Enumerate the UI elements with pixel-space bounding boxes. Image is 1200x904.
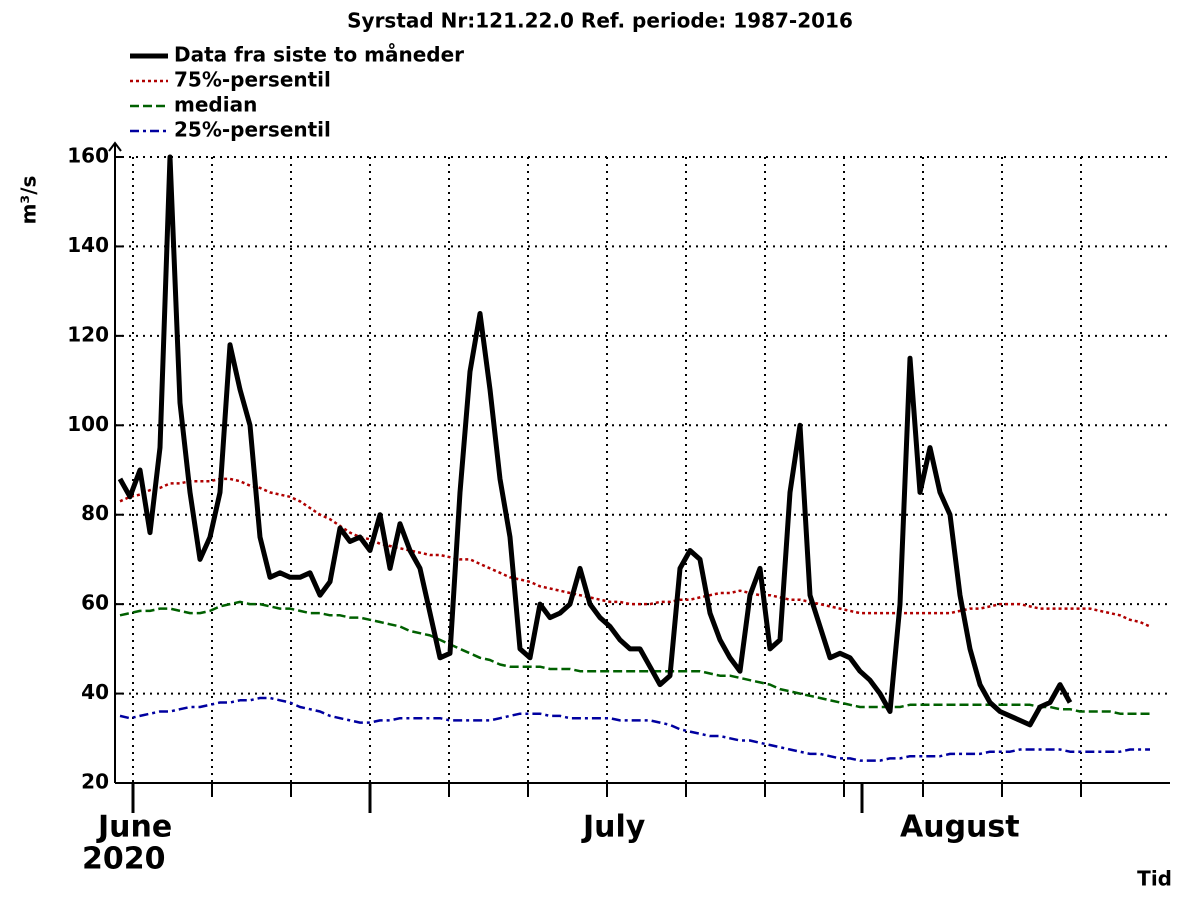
y-tick-label: 140 — [67, 233, 109, 257]
legend-label: median — [174, 93, 257, 117]
month-label: August — [900, 810, 1020, 845]
legend-label: 25%-persentil — [174, 118, 331, 142]
y-tick-label: 80 — [81, 501, 109, 525]
month-label: July — [581, 810, 646, 845]
x-axis-label: Tid — [1137, 867, 1172, 891]
series-line — [117, 154, 1073, 728]
y-tick-label: 20 — [81, 770, 109, 794]
year-label: 2020 — [82, 842, 166, 877]
y-tick-label: 160 — [67, 144, 109, 168]
y-axis-arrow — [108, 141, 122, 152]
chart-title: Syrstad Nr:121.22.0 Ref. periode: 1987-2… — [347, 9, 853, 33]
y-tick-label: 100 — [67, 412, 109, 436]
y-axis-label: m³/s — [17, 176, 41, 225]
series-line — [119, 696, 1150, 762]
y-tick-label: 60 — [81, 591, 109, 615]
legend-label: 75%-persentil — [174, 68, 331, 92]
series-line — [119, 600, 1150, 715]
series-line — [119, 477, 1151, 628]
y-tick-label: 40 — [81, 680, 109, 704]
y-tick-label: 120 — [67, 322, 109, 346]
legend-label: Data fra siste to måneder — [174, 43, 464, 67]
month-label: June — [96, 810, 172, 845]
